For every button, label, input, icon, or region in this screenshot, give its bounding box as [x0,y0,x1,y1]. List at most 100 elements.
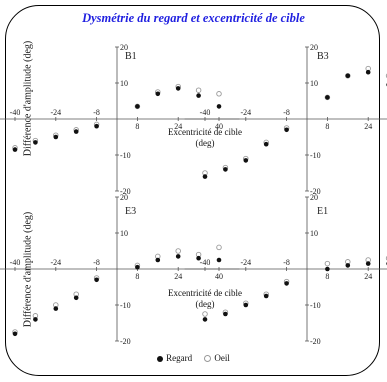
x-axis-label-bottom-line1: Excentricité de cible [168,288,242,298]
legend: Regard Oeil [0,353,387,363]
y-tick-label: -10 [120,151,131,160]
y-tick-label: 20 [120,193,128,202]
y-tick-label: 20 [120,43,128,52]
x-axis-label-top-line2: (deg) [195,138,215,148]
regard-point [12,147,18,152]
regard-point [365,261,371,266]
regard-point [135,104,140,109]
y-tick-label: 10 [310,229,318,238]
y-tick-label: -20 [310,187,321,196]
regard-point [263,141,269,147]
regard-point [175,86,181,91]
oeil-point [202,311,208,317]
x-axis-label-top: Excentricité de cible (deg) [150,127,260,149]
panel-e3: -40 -24 -8 8 24 40 -20 -10 10 20 E3 [0,193,240,346]
regard-point [325,266,330,272]
oeil-point [324,260,331,267]
regard-point [365,69,371,75]
panel-label: B1 [125,51,137,62]
x-tick-label: -40 [10,258,21,267]
regard-point [33,317,38,322]
regard-point [202,317,208,322]
regard-point [94,277,99,283]
x-axis-label-bottom-line2: (deg) [195,299,215,309]
y-tick-label: 20 [310,43,318,52]
x-tick-label: -8 [283,108,290,117]
x-tick-label: -8 [283,258,290,267]
legend-hollow-label: Oeil [214,353,230,363]
x-axis-label-bottom: Excentricité de cible (deg) [150,288,260,310]
y-tick-label: 20 [310,193,318,202]
x-tick-label: -40 [200,258,211,267]
x-tick-label: 24 [364,122,372,131]
x-axis-label-top-line1: Excentricité de cible [168,127,242,137]
x-tick-label: -24 [50,258,61,267]
y-tick-label: -20 [120,337,131,346]
x-tick-label: -8 [93,258,100,267]
regard-point [155,91,161,97]
regard-point [155,257,161,263]
y-tick-label: 10 [120,79,128,88]
regard-point [73,129,79,134]
regard-point [243,302,249,308]
regard-point [73,295,79,301]
panel-label: E3 [125,206,136,217]
y-axis-label-bottom: Différence d'amplitude (deg) [22,211,34,328]
regard-point [325,95,330,100]
regard-point [223,311,228,317]
y-tick-label: -20 [120,187,131,196]
oeil-point [195,87,202,93]
y-tick-label: 10 [310,79,318,88]
regard-point [175,254,181,259]
regard-point [135,264,140,270]
oeil-point [175,248,181,254]
x-tick-label: 8 [135,122,139,131]
x-tick-label: 24 [364,272,372,281]
x-tick-label: 24 [174,122,182,131]
x-tick-label: 8 [135,272,139,281]
panel-label: B3 [317,51,329,62]
x-tick-label: 8 [325,272,329,281]
panel-label: E1 [317,206,328,217]
x-tick-label: -40 [200,108,211,117]
regard-point [284,281,289,286]
regard-point [196,93,201,98]
regard-point [345,263,351,268]
panel-e1: -40 -24 -8 8 24 40 -20 -10 10 20 E1 [184,193,387,346]
regard-point [53,306,59,311]
legend-filled-marker [157,355,164,362]
regard-point [33,140,38,145]
regard-point [202,174,208,179]
regard-point [345,73,351,79]
regard-point [196,255,201,261]
oeil-point [216,91,222,97]
regard-point [216,104,222,109]
legend-filled-label: Regard [166,353,193,363]
y-tick-label: -10 [120,301,131,310]
regard-point [216,257,222,263]
x-tick-label: 40 [215,272,223,281]
x-tick-label: -24 [240,258,251,267]
x-tick-label: -8 [93,108,100,117]
y-tick-label: -10 [310,301,321,310]
regard-point [263,293,269,299]
x-tick-label: -24 [50,108,61,117]
y-tick-label: -10 [310,151,321,160]
x-tick-label: 8 [325,122,329,131]
regard-point [223,167,228,172]
figure-title: Dysmétrie du regard et excentricité de c… [82,11,305,25]
x-tick-label: 24 [174,272,182,281]
y-tick-label: 10 [120,229,128,238]
regard-point [12,331,18,337]
y-axis-label-top: Différence d'amplitude (deg) [22,40,34,157]
figure-frame [5,5,380,376]
oeil-point [216,244,222,251]
x-tick-label: -40 [10,108,21,117]
x-tick-label: 40 [215,122,223,131]
x-tick-label: -24 [240,108,251,117]
regard-point [284,127,289,133]
